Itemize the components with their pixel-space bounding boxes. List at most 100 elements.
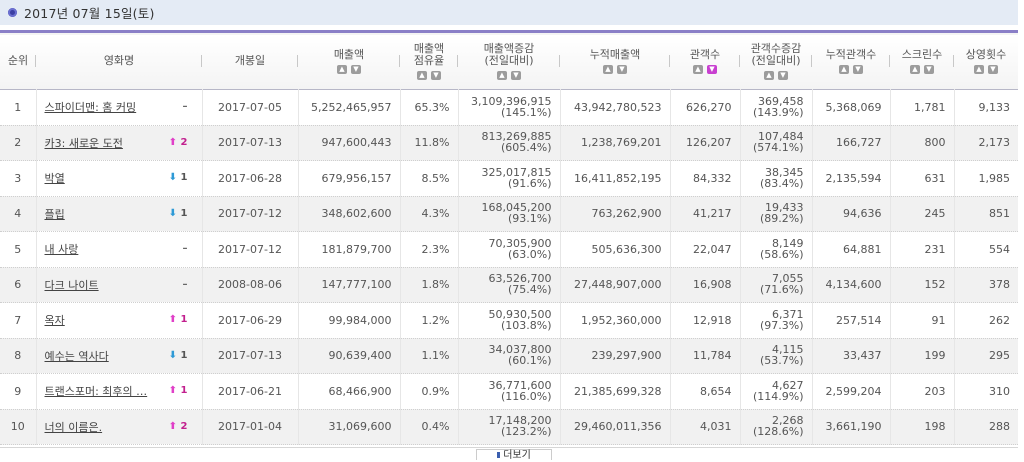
- movie-title-link[interactable]: 옥자: [44, 314, 65, 328]
- release-date-cell: 2017-07-05: [201, 89, 298, 125]
- release-date-cell: 2008-08-06: [201, 267, 298, 303]
- title-cell: 옥자 ⬆ 1: [35, 302, 202, 338]
- sort-down-icon[interactable]: ▼: [924, 64, 934, 74]
- shows-cell: 9,133: [953, 89, 1018, 125]
- cum-sales-cell: 16,411,852,195: [559, 160, 670, 196]
- cum-aud-cell: 2,135,594: [811, 160, 890, 196]
- share-cell: 1.1%: [399, 338, 458, 374]
- movie-title-link[interactable]: 스파이더맨: 홈 커밍: [44, 101, 137, 115]
- aud-delta-cell: 2,268 (128.6%): [739, 409, 812, 445]
- rank-up-indicator: ⬆ 1: [168, 314, 188, 325]
- table-row: 1 스파이더맨: 홈 커밍 – 2017-07-05 5,252,465,957 65.3…: [0, 89, 1018, 125]
- sort-up-icon[interactable]: ▲: [910, 64, 920, 74]
- sales-cell: 679,956,157: [297, 160, 400, 196]
- date-label: 2017년 07월 15일(토): [24, 6, 155, 21]
- aud-delta-cell: 19,433 (89.2%): [739, 196, 812, 232]
- movie-title-link[interactable]: 내 사랑: [44, 243, 79, 257]
- col-header-title: 영화명: [36, 32, 202, 90]
- rank-down-indicator: ⬇ 1: [168, 349, 188, 361]
- share-cell: 4.3%: [399, 196, 458, 232]
- sales-cell: 68,466,900: [297, 373, 400, 409]
- title-cell: 너의 이름은. ⬆ 2: [35, 409, 202, 445]
- release-date-cell: 2017-06-21: [201, 373, 298, 409]
- sort-down-icon[interactable]: ▼: [617, 64, 627, 74]
- sales-cell: 147,777,100: [297, 267, 400, 303]
- arrow-up-icon: ⬆: [168, 314, 178, 325]
- table-body: 1 스파이더맨: 홈 커밍 – 2017-07-05 5,252,465,957 65.3…: [0, 89, 1018, 445]
- movie-title-link[interactable]: 카3: 새로운 도전: [44, 136, 123, 150]
- sort-down-active-icon[interactable]: ▼: [707, 64, 717, 74]
- sort-up-icon[interactable]: ▲: [337, 64, 347, 74]
- screens-cell: 198: [889, 409, 954, 445]
- sort-up-icon[interactable]: ▲: [764, 70, 774, 80]
- share-cell: 65.3%: [399, 89, 458, 125]
- movie-title-link[interactable]: 너의 이름은.: [44, 420, 103, 434]
- sort-down-icon[interactable]: ▼: [431, 70, 441, 80]
- share-cell: 1.8%: [399, 267, 458, 303]
- title-cell: 다크 나이트 –: [35, 267, 202, 303]
- sales-cell: 181,879,700: [297, 231, 400, 267]
- sort-up-icon[interactable]: ▲: [839, 64, 849, 74]
- cum-aud-cell: 257,514: [811, 302, 890, 338]
- title-cell: 박열 ⬇ 1: [35, 160, 202, 196]
- sort-up-icon[interactable]: ▲: [497, 70, 507, 80]
- sort-down-icon[interactable]: ▼: [351, 64, 361, 74]
- rank-unchanged-icon: –: [182, 101, 188, 112]
- sort-up-icon[interactable]: ▲: [603, 64, 613, 74]
- col-header-release: 개봉일: [202, 32, 298, 90]
- table-row: 5 내 사랑 – 2017-07-12 181,879,700 2.3% 70,305,90…: [0, 231, 1018, 267]
- shows-cell: 295: [953, 338, 1018, 374]
- movie-title-link[interactable]: 박열: [44, 172, 65, 186]
- col-header-shows: 상영횟수 ▲ ▼: [965, 47, 1007, 74]
- aud-delta-cell: 4,115 (53.7%): [739, 338, 812, 374]
- movie-title-link[interactable]: 트랜스포머: 최후의 …: [44, 385, 148, 399]
- rank-down-indicator: ⬇ 1: [168, 172, 188, 183]
- col-header-share: 매출액 점유율 ▲ ▼: [400, 32, 458, 90]
- sort-up-icon[interactable]: ▲: [693, 64, 703, 74]
- sort-down-icon[interactable]: ▼: [988, 64, 998, 74]
- table-row: 7 옥자 ⬆ 1 2017-06-29 99,984,000 1.2% 50,930,500…: [0, 302, 1018, 338]
- col-header-audience: 관객수 ▲ ▼: [670, 32, 740, 90]
- rank-cell: 2: [14, 136, 22, 150]
- more-tab[interactable]: 더보기: [476, 449, 552, 461]
- box-office-table: 순위 영화명 개봉일 매출액 ▲ ▼ 매출액 점유율 ▲ ▼ 매출액증감 (전일대비) …: [0, 30, 1018, 445]
- sales-delta-cell: 17,148,200 (123.2%): [457, 409, 560, 445]
- screens-cell: 245: [889, 196, 954, 232]
- audience-cell: 4,031: [669, 409, 740, 445]
- col-header-sales-delta: 매출액증감 (전일대비) ▲ ▼: [458, 32, 560, 90]
- share-cell: 11.8%: [399, 125, 458, 161]
- audience-cell: 12,918: [669, 302, 740, 338]
- shows-cell: 310: [953, 373, 1018, 409]
- col-header-cum-sales: 누적매출액 ▲ ▼: [560, 32, 670, 90]
- screens-cell: 631: [889, 160, 954, 196]
- share-cell: 0.4%: [399, 409, 458, 445]
- sort-up-icon[interactable]: ▲: [417, 70, 427, 80]
- cum-sales-cell: 763,262,900: [559, 196, 670, 232]
- screens-cell: 203: [889, 373, 954, 409]
- aud-delta-cell: 8,149 (58.6%): [739, 231, 812, 267]
- screens-cell: 231: [889, 231, 954, 267]
- rank-cell: 3: [14, 171, 22, 185]
- audience-cell: 626,270: [669, 89, 740, 125]
- movie-title-link[interactable]: 예수는 역사다: [44, 349, 109, 363]
- cum-sales-cell: 29,460,011,356: [559, 409, 670, 445]
- rank-cell: 10: [10, 420, 25, 434]
- audience-cell: 16,908: [669, 267, 740, 303]
- sort-down-icon[interactable]: ▼: [853, 64, 863, 74]
- cum-aud-cell: 33,437: [811, 338, 890, 374]
- sort-down-icon[interactable]: ▼: [511, 70, 521, 80]
- bullet-icon: [8, 8, 17, 17]
- aud-delta-cell: 107,484 (574.1%): [739, 125, 812, 161]
- sales-delta-cell: 34,037,800 (60.1%): [457, 338, 560, 374]
- rank-unchanged-icon: –: [182, 278, 188, 290]
- table-row: 3 박열 ⬇ 1 2017-06-28 679,956,157 8.5% 325,017,8…: [0, 160, 1018, 196]
- cum-aud-cell: 94,636: [811, 196, 890, 232]
- sort-down-icon[interactable]: ▼: [778, 70, 788, 80]
- movie-title-link[interactable]: 플립: [44, 207, 65, 221]
- cum-aud-cell: 4,134,600: [811, 267, 890, 303]
- table-row: 6 다크 나이트 – 2008-08-06 147,777,100 1.8% 63,526,…: [0, 267, 1018, 303]
- rank-cell: 4: [14, 207, 22, 221]
- sort-up-icon[interactable]: ▲: [974, 64, 984, 74]
- movie-title-link[interactable]: 다크 나이트: [44, 278, 99, 292]
- cum-sales-cell: 27,448,907,000: [559, 267, 670, 303]
